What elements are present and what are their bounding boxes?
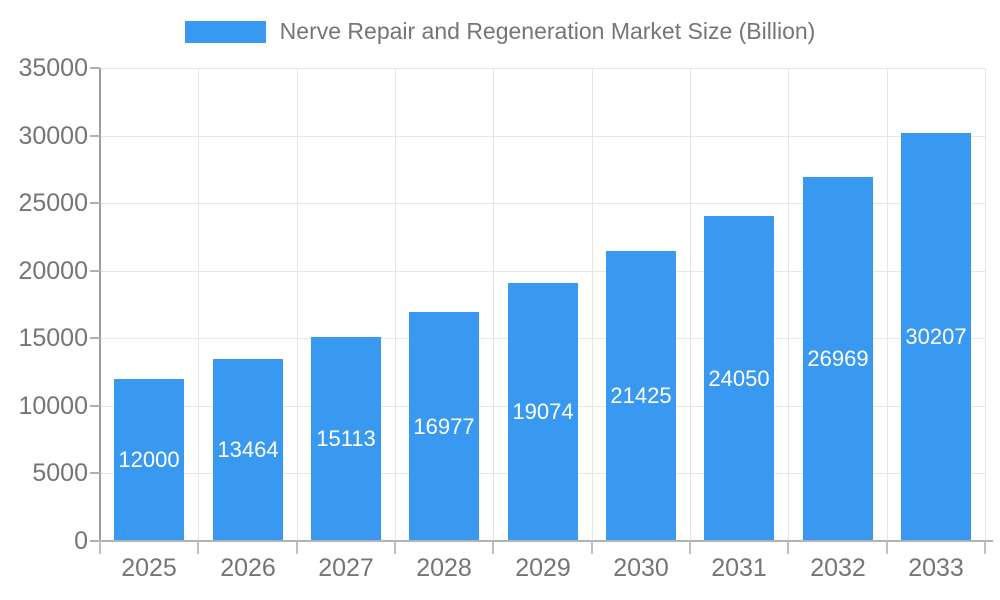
x-tick-label: 2027 — [318, 554, 374, 582]
plot-area: 12000 13464 15113 16977 19074 21425 24050 26969… — [100, 68, 985, 541]
x-tick-mark — [787, 541, 789, 554]
vertical-gridline — [788, 68, 789, 541]
y-tick-label: 25000 — [18, 189, 88, 218]
vertical-gridline — [985, 68, 986, 541]
x-axis-line — [90, 540, 993, 542]
vertical-gridline — [493, 68, 494, 541]
legend-color-swatch-icon — [184, 20, 266, 43]
y-tick-label: 30000 — [18, 121, 88, 150]
vertical-gridline — [297, 68, 298, 541]
horizontal-gridline — [100, 68, 985, 69]
bar-value-label: 21425 — [610, 383, 672, 408]
x-tick-label: 2026 — [220, 554, 276, 582]
vertical-gridline — [887, 68, 888, 541]
horizontal-gridline — [100, 203, 985, 205]
x-tick-mark — [394, 541, 396, 554]
bar-value-label: 15113 — [316, 426, 376, 451]
y-tick-mark — [90, 67, 100, 69]
x-tick-label: 2033 — [908, 554, 964, 582]
bar-2028: 16977 — [409, 312, 479, 541]
x-tick-mark — [591, 541, 593, 554]
vertical-gridline — [592, 68, 593, 541]
horizontal-gridline — [100, 135, 985, 137]
x-tick-mark — [296, 541, 298, 554]
y-tick-mark — [90, 472, 100, 475]
bar-value-label: 16977 — [413, 413, 475, 439]
x-tick-mark — [886, 541, 888, 554]
y-tick-mark — [90, 404, 100, 407]
bar-2027: 15113 — [311, 337, 381, 541]
x-tick-mark — [984, 541, 986, 554]
legend-label: Nerve Repair and Regeneration Market Siz… — [279, 18, 816, 44]
vertical-gridline — [198, 68, 199, 541]
y-tick-mark — [90, 202, 100, 205]
bar-value-label: 24050 — [708, 365, 770, 391]
bar-value-label: 30207 — [905, 324, 967, 349]
legend: Nerve Repair and Regeneration Market Siz… — [0, 18, 1000, 45]
bar-2029: 19074 — [508, 283, 578, 541]
y-tick-mark — [90, 134, 100, 137]
x-tick-mark — [99, 541, 101, 554]
horizontal-gridline — [100, 270, 985, 272]
x-tick-mark — [689, 541, 691, 554]
x-tick-label: 2029 — [515, 554, 571, 582]
vertical-gridline — [690, 68, 691, 541]
bar-value-label: 19074 — [512, 399, 574, 424]
y-tick-label: 5000 — [32, 459, 88, 488]
x-tick-label: 2031 — [711, 554, 767, 582]
bar-2033: 30207 — [901, 133, 971, 541]
bar-value-label: 26969 — [807, 346, 869, 371]
y-tick-label: 10000 — [18, 391, 88, 420]
bar-value-label: 13464 — [217, 437, 279, 462]
x-tick-mark — [492, 541, 494, 554]
bar-2032: 26969 — [803, 177, 873, 541]
y-tick-mark — [90, 269, 100, 272]
y-tick-label: 35000 — [18, 54, 88, 82]
y-tick-mark — [90, 540, 100, 542]
x-tick-label: 2025 — [121, 554, 177, 582]
x-tick-label: 2028 — [416, 554, 472, 582]
bar-value-label: 12000 — [118, 447, 180, 472]
y-tick-label: 0 — [74, 527, 88, 555]
bar-2026: 13464 — [213, 359, 283, 541]
y-axis-line — [99, 68, 101, 554]
x-tick-mark — [197, 541, 199, 554]
bar-2030: 21425 — [606, 251, 676, 541]
bar-2031: 24050 — [704, 216, 774, 541]
x-tick-label: 2032 — [810, 554, 866, 582]
bar-2025: 12000 — [114, 379, 184, 541]
y-tick-label: 15000 — [18, 324, 88, 353]
x-tick-label: 2030 — [613, 554, 669, 582]
y-tick-mark — [90, 337, 100, 340]
vertical-gridline — [395, 68, 396, 541]
y-tick-label: 20000 — [18, 256, 88, 285]
